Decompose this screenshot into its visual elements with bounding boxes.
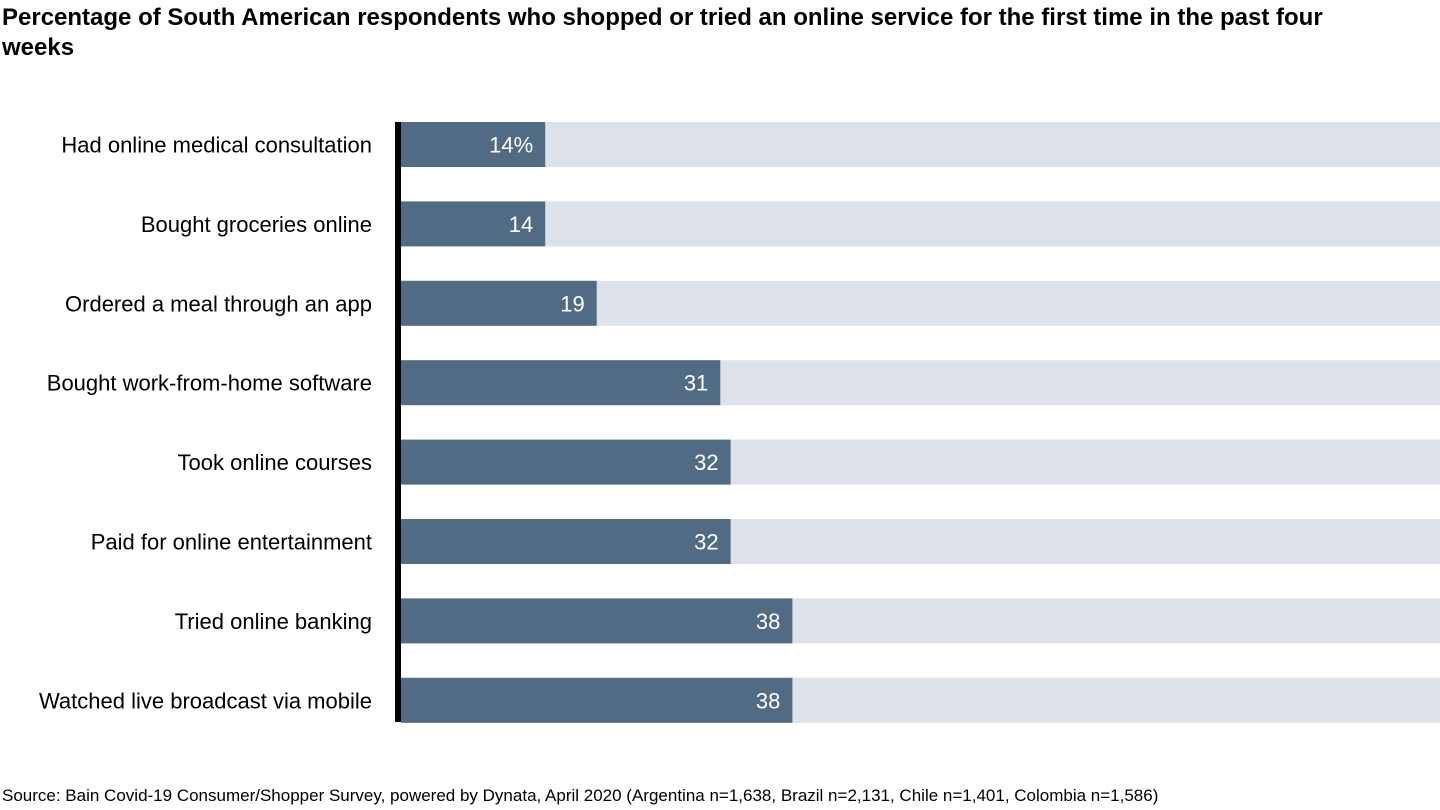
y-axis-line	[395, 122, 401, 722]
bar	[401, 201, 546, 247]
bar-background	[401, 122, 1440, 167]
data-label: 31	[684, 371, 708, 396]
category-label: Ordered a meal through an app	[65, 291, 372, 316]
data-label: 38	[756, 609, 780, 634]
bar	[401, 439, 731, 485]
data-label: 14%	[489, 133, 533, 158]
data-label: 32	[694, 450, 718, 475]
source-note: Source: Bain Covid-19 Consumer/Shopper S…	[2, 786, 1159, 805]
bar	[401, 598, 793, 644]
bar	[401, 519, 731, 564]
data-label: 38	[756, 688, 780, 713]
category-label: Bought work-from-home software	[47, 371, 372, 396]
category-label: Tried online banking	[175, 609, 372, 634]
data-label: 19	[560, 291, 584, 316]
category-label: Watched live broadcast via mobile	[39, 688, 372, 713]
category-label: Bought groceries online	[141, 212, 372, 237]
data-label: 32	[694, 530, 718, 555]
chart-title: Percentage of South American respondents…	[2, 4, 1323, 61]
category-label: Took online courses	[178, 450, 372, 475]
bar	[401, 280, 597, 326]
category-label: Had online medical consultation	[61, 133, 372, 158]
bar	[401, 360, 721, 406]
bar-background	[401, 201, 1440, 247]
data-label: 14	[509, 212, 533, 237]
bar	[401, 677, 793, 723]
bar	[401, 122, 546, 167]
category-label: Paid for online entertainment	[91, 530, 372, 555]
